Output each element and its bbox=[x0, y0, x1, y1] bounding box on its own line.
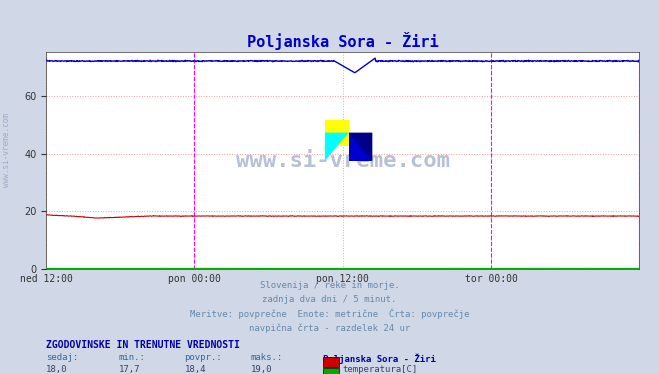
Polygon shape bbox=[349, 133, 372, 161]
Text: zadnja dva dni / 5 minut.: zadnja dva dni / 5 minut. bbox=[262, 295, 397, 304]
Text: 17,7: 17,7 bbox=[119, 365, 140, 374]
Text: www.si-vreme.com: www.si-vreme.com bbox=[236, 151, 449, 171]
Text: 18,4: 18,4 bbox=[185, 365, 206, 374]
Text: www.si-vreme.com: www.si-vreme.com bbox=[2, 113, 11, 187]
Text: 18,0: 18,0 bbox=[46, 365, 68, 374]
Text: navpična črta - razdelek 24 ur: navpična črta - razdelek 24 ur bbox=[249, 323, 410, 332]
Text: Meritve: povprečne  Enote: metrične  Črta: povprečje: Meritve: povprečne Enote: metrične Črta:… bbox=[190, 309, 469, 319]
Text: min.:: min.: bbox=[119, 353, 146, 362]
Polygon shape bbox=[325, 133, 349, 161]
Text: maks.:: maks.: bbox=[250, 353, 283, 362]
Text: sedaj:: sedaj: bbox=[46, 353, 78, 362]
Text: Poljanska Sora - Žiri: Poljanska Sora - Žiri bbox=[323, 353, 436, 364]
Text: ZGODOVINSKE IN TRENUTNE VREDNOSTI: ZGODOVINSKE IN TRENUTNE VREDNOSTI bbox=[46, 340, 240, 350]
Polygon shape bbox=[349, 133, 372, 161]
Polygon shape bbox=[325, 120, 349, 145]
Text: Slovenija / reke in morje.: Slovenija / reke in morje. bbox=[260, 280, 399, 289]
Text: temperatura[C]: temperatura[C] bbox=[343, 365, 418, 374]
Title: Poljanska Sora - Žiri: Poljanska Sora - Žiri bbox=[247, 32, 438, 50]
Text: povpr.:: povpr.: bbox=[185, 353, 222, 362]
Text: 19,0: 19,0 bbox=[250, 365, 272, 374]
